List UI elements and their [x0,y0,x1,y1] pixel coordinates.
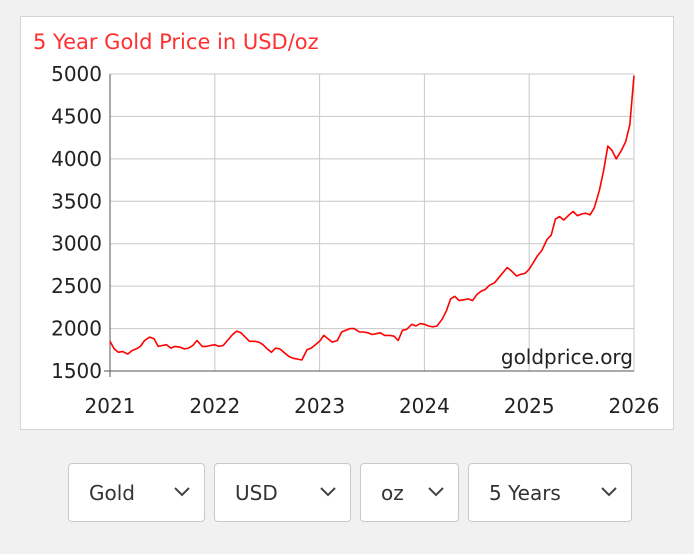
watermark: goldprice.org [501,345,633,369]
gold-price-line [109,75,635,361]
y-tick-label: 1500 [51,359,102,383]
y-tick-label: 3000 [51,232,102,256]
y-tick-label: 5000 [51,62,102,86]
y-tick-label: 2500 [51,274,102,298]
period-select[interactable]: 5 Years [468,463,632,522]
grid-lines [109,73,635,372]
currency-select-value: USD [235,481,278,505]
x-tick-label: 2022 [189,394,240,418]
metal-select[interactable]: Gold [68,463,205,522]
chevron-down-icon [320,487,336,497]
y-tick-label: 4500 [51,104,102,128]
y-tick-label: 2000 [51,317,102,341]
x-tick-label: 2026 [609,394,660,418]
series-layer [109,75,635,361]
tick-labels: 1500 2000 2500 3000 3500 4000 4500 5000 2021 2022… [51,62,659,418]
x-tick-label: 2021 [85,394,136,418]
x-tick-label: 2024 [399,394,450,418]
unit-select-value: oz [381,481,404,505]
y-tick-label: 3500 [51,189,102,213]
y-tick-label: 4000 [51,147,102,171]
x-tick-label: 2025 [504,394,555,418]
chart-card: 5 Year Gold Price in USD/oz 1500 2000 2500… [20,16,674,430]
x-tick-label: 2023 [294,394,345,418]
axes [104,74,634,377]
chevron-down-icon [174,487,190,497]
unit-select[interactable]: oz [360,463,459,522]
metal-select-value: Gold [89,481,135,505]
chevron-down-icon [428,487,444,497]
currency-select[interactable]: USD [214,463,351,522]
gold-price-chart: 5 Year Gold Price in USD/oz 1500 2000 2500… [33,30,659,418]
chevron-down-icon [601,487,617,497]
chart-title: 5 Year Gold Price in USD/oz [33,30,319,54]
period-select-value: 5 Years [489,481,561,505]
